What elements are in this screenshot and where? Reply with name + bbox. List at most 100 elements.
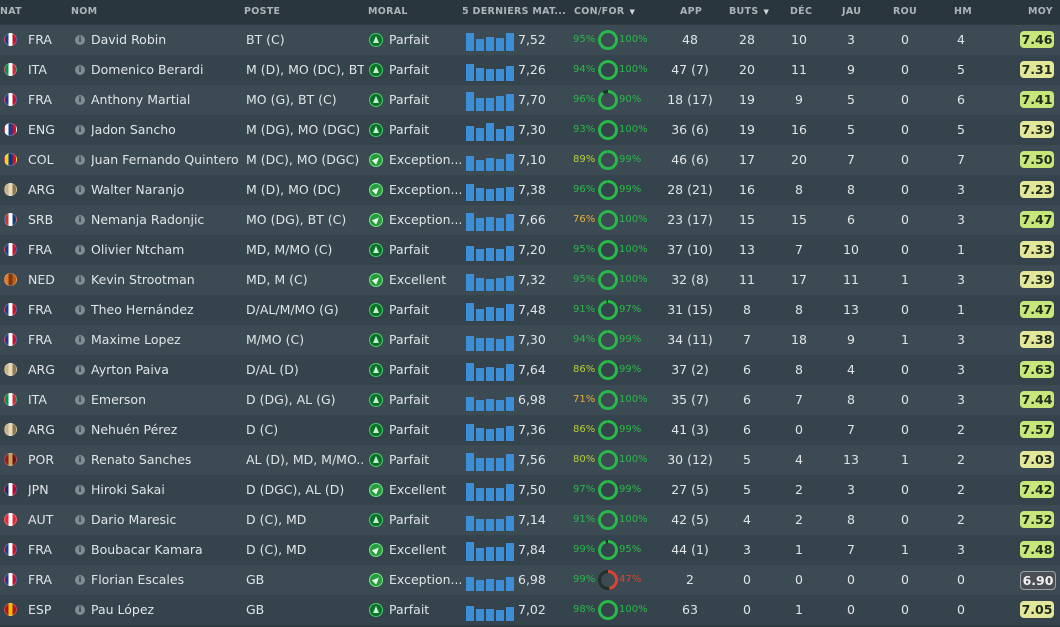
info-icon[interactable]: i [75, 515, 85, 525]
info-icon[interactable]: i [75, 155, 85, 165]
player-name[interactable]: Nehuén Pérez [91, 422, 178, 437]
player-name[interactable]: Jadon Sancho [91, 122, 176, 137]
table-row[interactable]: JPN i Hiroki Sakai D (DGC), AL (D) Excellent… [0, 475, 1060, 505]
col-header-nom[interactable]: NOM [71, 6, 98, 17]
yellow-cards-value: 7 [847, 422, 855, 437]
info-icon[interactable]: i [75, 395, 85, 405]
table-row[interactable]: FRA i Anthony Martial MO (G), BT (C) Parfait… [0, 85, 1060, 115]
table-row[interactable]: FRA i Theo Hernández D/AL/M/MO (G) Parfait 7,… [0, 295, 1060, 325]
player-name[interactable]: Domenico Berardi [91, 62, 204, 77]
col-header-form[interactable]: 5 DERNIERS MAT... [462, 6, 567, 17]
info-icon[interactable]: i [75, 125, 85, 135]
form-bar [496, 218, 504, 231]
table-row[interactable]: NED i Kevin Strootman MD, M (C) Excellent 7,3… [0, 265, 1060, 295]
flag-icon [4, 33, 17, 46]
yellow-cards-value: 0 [847, 572, 855, 587]
form-bar [506, 454, 514, 471]
chevron-down-icon[interactable]: ▼ [629, 8, 636, 16]
appearances-value: 42 (5) [671, 512, 709, 527]
assists-value: 4 [795, 452, 803, 467]
table-row[interactable]: FRA i Maxime Lopez M/MO (C) Parfait 7,30 94% 99… [0, 325, 1060, 355]
col-header-moral[interactable]: MORAL [368, 6, 408, 17]
player-nationality: AUT [28, 512, 54, 527]
table-row[interactable]: FRA i Florian Escales GB Exception... 6,98 99%… [0, 565, 1060, 595]
col-header-confor[interactable]: CON/FOR ▼ [574, 6, 635, 17]
info-icon[interactable]: i [75, 545, 85, 555]
player-name[interactable]: Theo Hernández [91, 302, 194, 317]
player-position: GB [246, 602, 265, 617]
info-icon[interactable]: i [75, 215, 85, 225]
player-name[interactable]: Walter Naranjo [91, 182, 185, 197]
info-icon[interactable]: i [75, 425, 85, 435]
form-bar [486, 189, 494, 201]
table-row[interactable]: SRB i Nemanja Radonjic MO (DG), BT (C) Excep… [0, 205, 1060, 235]
col-header-hm[interactable]: HM [954, 6, 973, 17]
info-icon[interactable]: i [75, 365, 85, 375]
col-header-moy[interactable]: MOY [1028, 6, 1053, 17]
average-rating-badge: 7.05 [1020, 601, 1054, 618]
player-morale: Excellent [389, 542, 447, 557]
player-name[interactable]: Emerson [91, 392, 146, 407]
flag-icon [4, 483, 17, 496]
player-name[interactable]: David Robin [91, 32, 167, 47]
col-header-jau[interactable]: JAU [842, 6, 862, 17]
player-name[interactable]: Kevin Strootman [91, 272, 195, 287]
info-icon[interactable]: i [75, 275, 85, 285]
table-row[interactable]: ARG i Walter Naranjo M (D), MO (DC) Exceptio… [0, 175, 1060, 205]
table-row[interactable]: ENG i Jadon Sancho M (DG), MO (DGC) Parfait 7… [0, 115, 1060, 145]
player-name[interactable]: Ayrton Paiva [91, 362, 169, 377]
table-row[interactable]: FRA i Boubacar Kamara D (C), MD Excellent 7,8… [0, 535, 1060, 565]
form-bar [466, 363, 474, 381]
player-name[interactable]: Florian Escales [91, 572, 185, 587]
table-row[interactable]: ITA i Domenico Berardi M (D), MO (DC), BT..… [0, 55, 1060, 85]
col-header-poste[interactable]: POSTE [244, 6, 281, 17]
form-bars [466, 329, 516, 351]
info-icon[interactable]: i [75, 455, 85, 465]
info-icon[interactable]: i [75, 35, 85, 45]
table-row[interactable]: ARG i Ayrton Paiva D/AL (D) Parfait 7,64 86% 99… [0, 355, 1060, 385]
player-name[interactable]: Dario Maresic [91, 512, 177, 527]
player-name[interactable]: Renato Sanches [91, 452, 192, 467]
player-name[interactable]: Olivier Ntcham [91, 242, 185, 257]
table-row[interactable]: POR i Renato Sanches AL (D), MD, M/MO... Par… [0, 445, 1060, 475]
col-header-buts[interactable]: BUTS ▼ [729, 6, 769, 17]
table-row[interactable]: ITA i Emerson D (DG), AL (G) Parfait 6,98 71% 1… [0, 385, 1060, 415]
progress-ring-icon [597, 599, 619, 624]
col-header-rou[interactable]: ROU [893, 6, 918, 17]
sort-desc-icon[interactable]: ▼ [763, 8, 770, 16]
info-icon[interactable]: i [75, 185, 85, 195]
condition-value: 95% [573, 274, 596, 285]
form-bar [506, 516, 514, 531]
player-position: MD, M/MO (C) [246, 242, 333, 257]
info-icon[interactable]: i [75, 245, 85, 255]
assists-value: 11 [791, 62, 807, 77]
player-name[interactable]: Maxime Lopez [91, 332, 181, 347]
red-cards-value: 0 [901, 32, 909, 47]
player-name[interactable]: Anthony Martial [91, 92, 191, 107]
info-icon[interactable]: i [75, 65, 85, 75]
col-header-app[interactable]: APP [680, 6, 703, 17]
col-header-nat[interactable]: NAT [0, 6, 22, 17]
progress-ring-icon [597, 29, 619, 54]
form-bar [466, 184, 474, 201]
fitness-ring-fill [598, 30, 618, 50]
table-row[interactable]: AUT i Dario Maresic D (C), MD Parfait 7,14 91%… [0, 505, 1060, 535]
table-row[interactable]: ESP i Pau López GB Parfait 7,02 98% 100% 63 0 1 0 0 0… [0, 595, 1060, 625]
table-row[interactable]: ARG i Nehuén Pérez D (C) Parfait 7,36 86% 99% 41… [0, 415, 1060, 445]
info-icon[interactable]: i [75, 575, 85, 585]
player-name[interactable]: Juan Fernando Quintero [91, 152, 239, 167]
red-cards-value: 0 [901, 362, 909, 377]
info-icon[interactable]: i [75, 305, 85, 315]
info-icon[interactable]: i [75, 95, 85, 105]
table-row[interactable]: FRA i David Robin BT (C) Parfait 7,52 95% 100% 4… [0, 25, 1060, 55]
table-row[interactable]: COL i Juan Fernando Quintero M (DC), MO (DG… [0, 145, 1060, 175]
col-header-dec[interactable]: DÉC [790, 6, 813, 17]
player-name[interactable]: Hiroki Sakai [91, 482, 165, 497]
info-icon[interactable]: i [75, 485, 85, 495]
player-name[interactable]: Nemanja Radonjic [91, 212, 205, 227]
info-icon[interactable]: i [75, 335, 85, 345]
info-icon[interactable]: i [75, 605, 85, 615]
player-name[interactable]: Pau López [91, 602, 155, 617]
table-row[interactable]: FRA i Olivier Ntcham MD, M/MO (C) Parfait 7,2… [0, 235, 1060, 265]
player-name[interactable]: Boubacar Kamara [91, 542, 203, 557]
